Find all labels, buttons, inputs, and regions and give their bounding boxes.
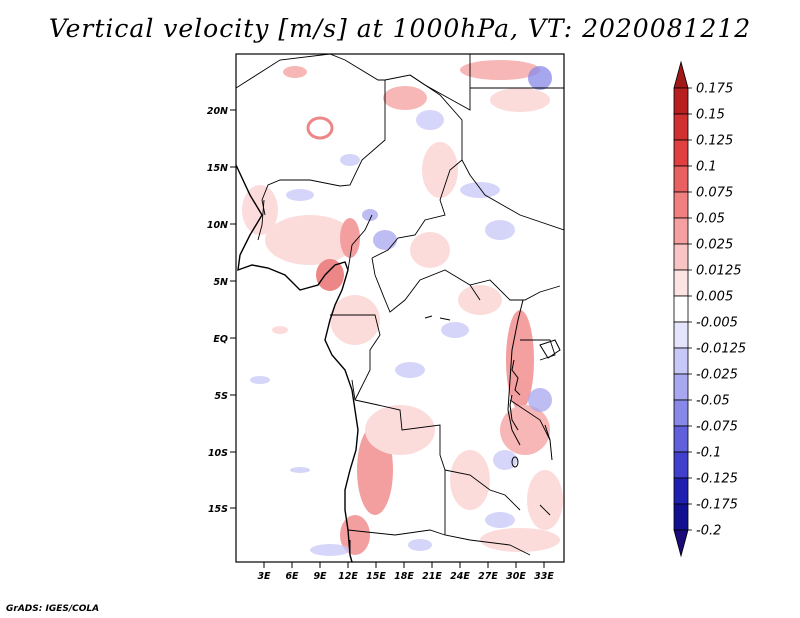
colorbar-segment — [673, 60, 689, 89]
lat-label-20n: 20N — [207, 106, 228, 117]
colorbar-label: 0.15 — [696, 108, 725, 123]
colorbar-label: -0.2 — [696, 524, 721, 539]
colorbar-segment — [673, 217, 689, 245]
map-title: Vertical velocity [m/s] at 1000hPa, VT: … — [48, 14, 752, 43]
colorbar-segment — [673, 347, 689, 375]
colorbar-segment — [673, 243, 689, 271]
lat-label-5n: 5N — [213, 277, 228, 288]
map-frame — [235, 53, 565, 563]
lon-label-15e: 15E — [366, 571, 386, 582]
map-background — [236, 54, 564, 562]
colorbar-label: 0.1 — [696, 160, 717, 175]
lon-label-18e: 18E — [394, 571, 414, 582]
colorbar-segment — [673, 477, 689, 505]
map-panel: 20N 15N 10N 5N EQ 5S 10S 15S 3E 6E 9E — [207, 53, 565, 582]
longitude-labels: 3E 6E 9E 12E 15E 18E 21E 24E 27E 30E 33E — [257, 571, 554, 582]
lat-label-10n: 10N — [207, 220, 228, 231]
colorbar-segment — [673, 165, 689, 193]
colorbar-label: -0.025 — [696, 368, 738, 383]
lat-label-5s: 5S — [215, 391, 229, 402]
colorbar-segment — [673, 425, 689, 453]
colorbar-segment — [673, 191, 689, 219]
colorbar-segment — [673, 113, 689, 141]
colorbar-label: 0.075 — [696, 186, 733, 201]
latitude-axis — [230, 109, 236, 509]
colorbar-segment — [673, 321, 689, 349]
lon-label-3e: 3E — [257, 571, 271, 582]
colorbar-label: 0.0125 — [696, 264, 742, 279]
colorbar-segment — [673, 399, 689, 427]
coastline — [236, 164, 359, 562]
lat-label-15n: 15N — [207, 163, 228, 174]
east-coast — [349, 299, 524, 555]
country-borders — [236, 54, 564, 556]
colorbar-segment — [673, 139, 689, 167]
lon-label-9e: 9E — [313, 571, 327, 582]
lon-label-24e: 24E — [450, 571, 470, 582]
lon-label-6e: 6E — [285, 571, 299, 582]
colorbar-segment — [673, 87, 689, 115]
latitude-labels: 20N 15N 10N 5N EQ 5S 10S 15S — [207, 106, 228, 515]
colorbar-segment — [673, 451, 689, 479]
velocity-field — [236, 54, 564, 562]
lon-label-30e: 30E — [506, 571, 526, 582]
colorbar: 0.175 0.15 0.125 0.1 0.075 0.05 0.025 0.0125 0.0… — [673, 60, 746, 558]
lat-label-15s: 15S — [208, 504, 228, 515]
lon-label-21e: 21E — [422, 571, 442, 582]
lon-label-27e: 27E — [478, 571, 498, 582]
colorbar-label: 0.005 — [696, 290, 733, 305]
colorbar-label: 0.125 — [696, 134, 733, 149]
longitude-axis — [263, 562, 545, 568]
lakes — [424, 315, 561, 468]
lon-label-33e: 33E — [534, 571, 554, 582]
colorbar-segment — [673, 295, 689, 323]
colorbar-label: -0.125 — [696, 472, 738, 487]
colorbar-label: 0.175 — [696, 82, 733, 97]
lon-label-12e: 12E — [338, 571, 358, 582]
grads-credit: GrADS: IGES/COLA — [6, 604, 100, 614]
colorbar-segment — [673, 503, 689, 531]
colorbar-label: -0.075 — [696, 420, 738, 435]
lat-label-10s: 10S — [208, 448, 228, 459]
colorbar-segment — [673, 529, 689, 558]
colorbar-label: -0.05 — [696, 394, 730, 409]
lat-label-eq: EQ — [213, 334, 228, 345]
colorbar-label: -0.1 — [696, 446, 721, 461]
colorbar-label: -0.0125 — [696, 342, 746, 357]
colorbar-label: -0.005 — [696, 316, 738, 331]
colorbar-segment — [673, 269, 689, 297]
colorbar-label: 0.025 — [696, 238, 733, 253]
colorbar-label: -0.175 — [696, 498, 738, 513]
colorbar-segment — [673, 373, 689, 401]
colorbar-label: 0.05 — [696, 212, 725, 227]
negative-velocity-areas — [250, 66, 552, 556]
